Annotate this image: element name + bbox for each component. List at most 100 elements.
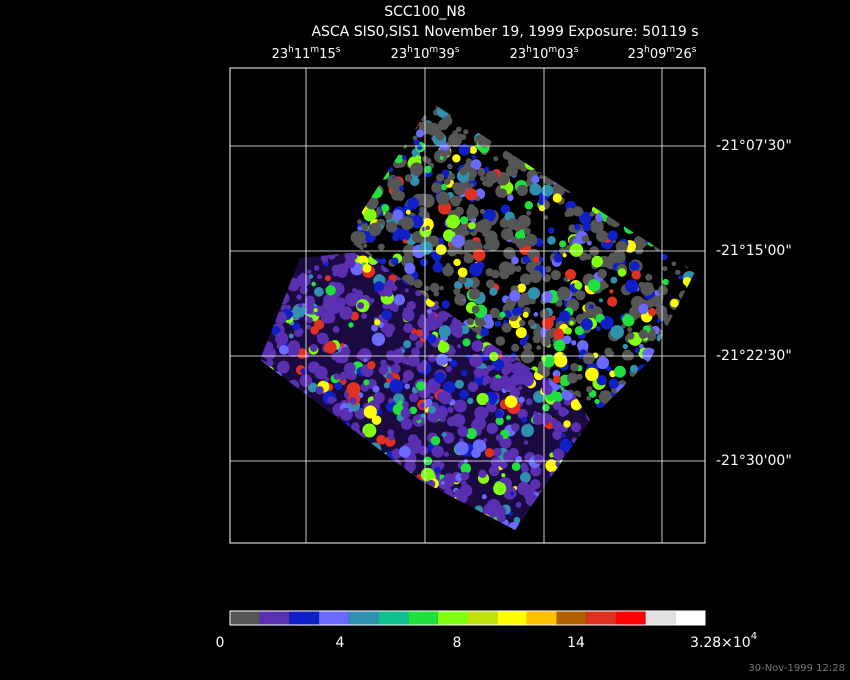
- pixel-blob: [271, 200, 282, 211]
- pixel-blob: [583, 434, 589, 440]
- pixel-blob: [271, 305, 279, 313]
- pixel-blob: [666, 435, 677, 446]
- pixel-blob: [457, 105, 466, 114]
- pixel-blob: [353, 179, 360, 186]
- pixel-blob: [599, 186, 610, 196]
- pixel-blob: [682, 471, 686, 475]
- pixel-blob: [692, 447, 698, 453]
- pixel-blob: [401, 518, 416, 530]
- pixel-blob: [670, 298, 679, 308]
- pixel-blob: [369, 493, 382, 506]
- pixel-blob: [629, 458, 641, 470]
- pixel-blob: [341, 443, 353, 455]
- pixel-blob: [679, 198, 689, 208]
- pixel-blob: [657, 227, 670, 240]
- pixel-blob: [653, 482, 659, 488]
- pixel-blob: [468, 174, 476, 182]
- pixel-blob: [288, 487, 297, 496]
- pixel-blob: [260, 496, 261, 510]
- pixel-blob: [322, 300, 334, 313]
- pixel-blob: [340, 346, 351, 357]
- pixel-blob: [296, 225, 309, 238]
- pixel-blob: [595, 452, 604, 461]
- pixel-blob: [451, 503, 460, 512]
- pixel-blob: [281, 516, 287, 522]
- pixel-blob: [669, 363, 676, 370]
- pixel-blob: [403, 109, 413, 118]
- pixel-blob: [572, 452, 584, 464]
- pixel-blob: [381, 309, 392, 320]
- pixel-blob: [369, 514, 383, 529]
- pixel-blob: [265, 436, 278, 449]
- pixel-blob: [469, 110, 481, 121]
- pixel-blob: [282, 486, 295, 500]
- pixel-blob: [299, 128, 311, 140]
- pixel-blob: [293, 411, 305, 423]
- pixel-blob: [550, 161, 558, 169]
- pixel-blob: [374, 103, 382, 106]
- pixel-blob: [522, 94, 529, 101]
- pixel-blob: [310, 431, 324, 445]
- pixel-blob: [356, 509, 367, 520]
- pixel-blob: [678, 488, 688, 498]
- pixel-blob: [301, 194, 313, 206]
- pixel-blob: [585, 408, 590, 422]
- pixel-blob: [479, 208, 486, 214]
- pixel-blob: [468, 222, 476, 230]
- pixel-blob: [626, 446, 631, 451]
- pixel-blob: [316, 274, 323, 280]
- pixel-blob: [670, 179, 679, 188]
- pixel-blob: [427, 354, 436, 363]
- pixel-blob: [648, 393, 658, 403]
- pixel-blob: [366, 522, 380, 530]
- pixel-blob: [601, 165, 610, 174]
- pixel-blob: [412, 103, 420, 109]
- pixel-blob: [665, 391, 677, 403]
- pixel-blob: [489, 351, 499, 362]
- pixel-blob: [311, 281, 316, 287]
- pixel-blob: [688, 340, 695, 347]
- pixel-blob: [400, 507, 406, 513]
- pixel-blob: [685, 397, 691, 404]
- pixel-blob: [352, 452, 366, 466]
- pixel-blob: [486, 422, 498, 435]
- pixel-blob: [673, 227, 678, 232]
- pixel-blob: [668, 399, 678, 409]
- pixel-blob: [376, 111, 386, 122]
- pixel-blob: [269, 136, 280, 147]
- pixel-blob: [313, 265, 320, 271]
- pixel-blob: [634, 463, 641, 470]
- pixel-blob: [482, 180, 488, 186]
- pixel-blob: [354, 521, 368, 530]
- pixel-blob: [271, 268, 284, 280]
- pixel-blob: [299, 512, 311, 524]
- pixel-blob: [391, 496, 397, 502]
- pixel-blob: [419, 402, 427, 409]
- pixel-blob: [698, 455, 702, 459]
- pixel-blob: [300, 115, 308, 123]
- pixel-blob: [262, 216, 276, 230]
- pixel-blob: [594, 176, 607, 189]
- pixel-blob: [597, 465, 608, 476]
- pixel-blob: [280, 421, 294, 436]
- pixel-blob: [509, 137, 518, 145]
- pixel-blob: [270, 371, 283, 383]
- pixel-blob: [347, 447, 353, 453]
- pixel-blob: [370, 111, 380, 121]
- pixel-blob: [312, 424, 321, 433]
- pixel-blob: [292, 322, 301, 331]
- pixel-blob: [279, 172, 289, 182]
- pixel-blob: [268, 181, 272, 185]
- pixel-blob: [676, 415, 690, 429]
- pixel-blob: [490, 121, 497, 128]
- pixel-blob: [587, 520, 599, 532]
- pixel-blob: [290, 109, 297, 116]
- pixel-blob: [447, 347, 456, 356]
- pixel-blob: [604, 433, 612, 441]
- pixel-blob: [293, 175, 303, 185]
- pixel-blob: [248, 465, 259, 476]
- pixel-blob: [638, 343, 644, 349]
- pixel-blob: [650, 110, 658, 118]
- pixel-blob: [389, 497, 402, 510]
- pixel-blob: [671, 373, 684, 386]
